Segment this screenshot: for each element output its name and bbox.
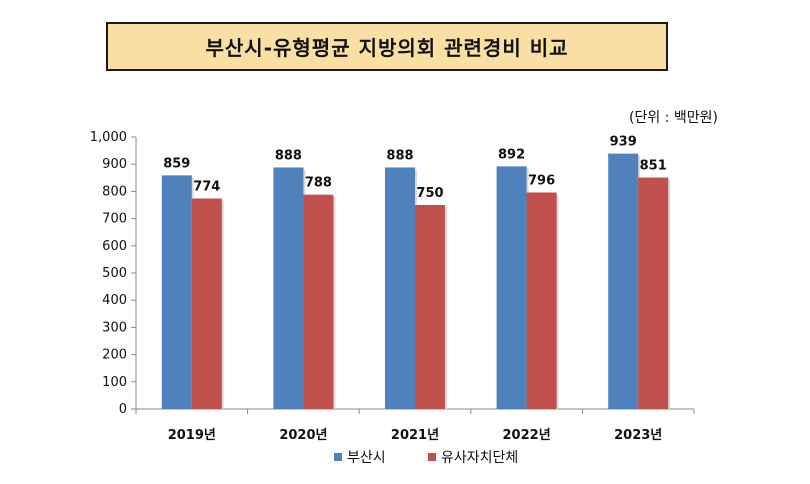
data-label: 788 [305,176,332,191]
data-label: 892 [498,147,525,162]
bar [161,175,192,409]
y-tick-label: 200 [102,348,127,363]
y-tick-label: 500 [102,266,127,281]
bar [385,167,415,409]
data-label: 939 [610,135,637,150]
unit-note: (단위 : 백만원) [629,110,718,126]
bar [273,167,304,409]
x-tick-label: 2022년 [503,428,551,443]
bar [415,205,445,409]
chart-title: 부산시-유형평균 지방의회 관련경비 비교 [106,22,668,71]
y-tick-label: 700 [102,212,127,227]
y-tick-label: 1,000 [90,130,127,145]
x-tick-label: 2020년 [279,428,327,443]
data-label: 796 [528,173,555,188]
x-tick-label: 2021년 [391,428,439,443]
bar [496,166,527,409]
bar [638,177,669,409]
y-tick-label: 900 [102,157,127,172]
x-tick-label: 2019년 [168,428,216,443]
y-tick-label: 600 [102,239,127,254]
data-label: 859 [163,156,190,171]
legend-swatch [334,453,342,461]
bar [191,198,222,409]
legend-label: 유사자치단체 [441,450,518,466]
bar [526,192,557,409]
y-tick-label: 300 [102,320,127,335]
bar [303,194,334,409]
data-label: 851 [640,159,667,174]
data-label: 888 [275,148,302,163]
data-label: 888 [386,148,413,163]
y-tick-label: 100 [102,375,127,390]
legend-swatch [428,453,436,461]
data-label: 774 [193,179,220,194]
y-tick-label: 800 [102,184,127,199]
data-label: 750 [416,186,443,201]
y-tick-label: 400 [102,293,127,308]
legend-label: 부산시 [347,450,386,466]
bar [608,153,639,409]
x-tick-label: 2023년 [614,428,662,443]
y-tick-label: 0 [119,402,127,417]
